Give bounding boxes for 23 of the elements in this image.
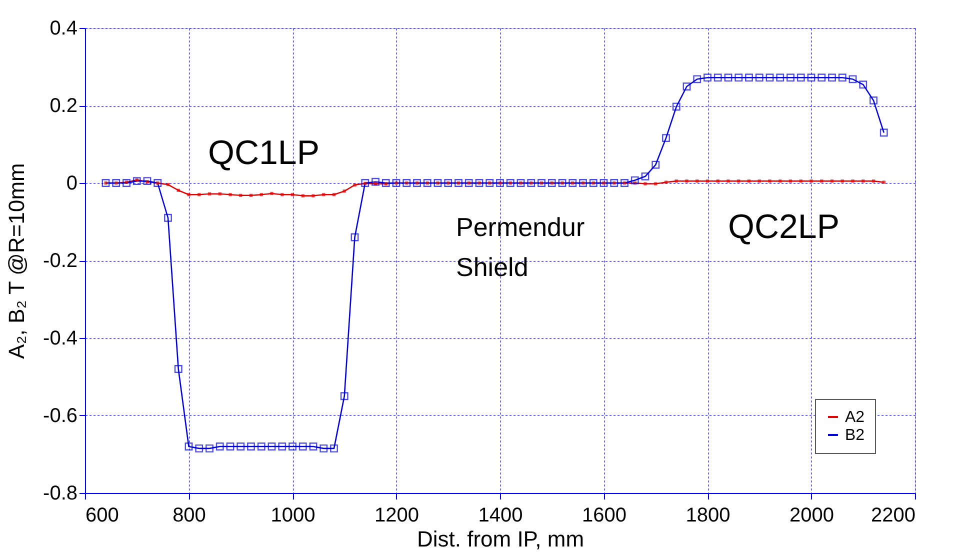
x-tick-label: 2200 [871,504,916,526]
x-tick-label: 800 [172,504,206,526]
y-axis-title: A₂, B₂ T @R=10mm [4,163,30,359]
x-tick-label: 1800 [686,504,730,526]
y-tick-label: 0 [66,172,78,194]
y-tick-label: -0.8 [43,482,78,504]
y-tick-label: 0.4 [50,18,78,40]
x-tick-label: 1200 [374,504,419,526]
y-tick-label: -0.6 [43,405,78,427]
annotation: Permendur Shield [456,212,585,282]
x-tick-label: 1000 [270,504,316,526]
legend-label: A2 [845,409,865,426]
annotation: QC1LP [208,134,320,172]
legend-label: B2 [845,427,865,444]
x-tick-label: 1600 [582,504,626,526]
y-tick-label: -0.2 [43,250,78,272]
y-tick-label: -0.4 [43,328,78,350]
y-tick-label: 0.2 [50,95,78,117]
x-axis-title: Dist. from IP, mm [416,526,584,552]
x-tick-label: 2000 [790,504,834,526]
x-tick-label: 1400 [478,504,523,526]
x-tick-label: 600 [86,504,119,526]
annotation: QC2LP [728,208,840,246]
